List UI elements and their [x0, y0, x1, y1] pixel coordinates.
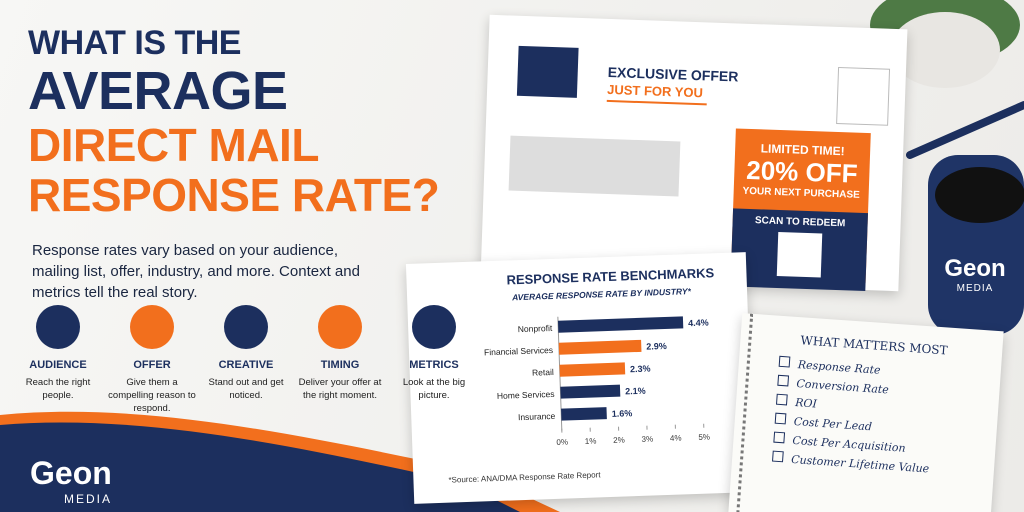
value-label: 1.6% [612, 408, 633, 419]
feature-icon [224, 305, 268, 349]
category-label: Retail [532, 367, 554, 378]
intro: Response rates vary based on your audien… [32, 242, 360, 301]
checklist-text: ROI [794, 396, 818, 411]
feature-title: TIMING [320, 359, 360, 371]
checklist-text: Cost Per Lead [793, 414, 873, 434]
qr-code [776, 231, 822, 278]
checkbox [774, 412, 787, 425]
feature-icon [318, 305, 362, 349]
spiral [736, 313, 766, 512]
checklist-text: Response Rate [797, 358, 881, 377]
mug-sub: MEDIA [956, 283, 994, 294]
logo: Geon MEDIA [30, 455, 112, 506]
feature: AUDIENCE Reach the right people. [12, 305, 104, 402]
x-tick-label: 2% [613, 435, 625, 444]
qr-section: SCAN TO REDEEM [730, 208, 869, 292]
title-line: AVERAGE [28, 61, 288, 121]
postcard-subheading: JUST FOR YOU [606, 81, 708, 106]
value-label: 2.9% [646, 341, 667, 352]
logo-sub: MEDIA [64, 492, 113, 506]
promo-box: LIMITED TIME! 20% OFF YOUR NEXT PURCHASE… [730, 128, 871, 292]
stamp [836, 66, 891, 126]
title-line: DIRECT MAIL [28, 119, 319, 171]
checkbox [777, 374, 790, 387]
feature-text: Deliver your offer at the right moment. [298, 377, 382, 401]
chart-title: RESPONSE RATE BENCHMARKS [506, 265, 715, 287]
mug-logo: Geon MEDIA [935, 255, 1015, 294]
chart-paper: RESPONSE RATE BENCHMARKS AVERAGE RESPONS… [405, 252, 755, 504]
logo-name: Geon [30, 455, 112, 491]
feature-title: CREATIVE [218, 359, 274, 371]
postcard-heading: EXCLUSIVE OFFER [607, 63, 739, 85]
category-label: Nonprofit [518, 323, 553, 334]
title: WHAT IS THE AVERAGE DIRECT MAIL RESPONSE RA… [28, 24, 440, 222]
x-tick-label: 4% [670, 433, 682, 442]
feature-text: Reach the right people. [25, 377, 91, 401]
chart-source: *Source: ANA/DMA Response Rate Report [448, 470, 601, 484]
value-label: 2.1% [625, 386, 646, 397]
category-label: Home Services [497, 389, 555, 401]
value-label: 2.3% [630, 364, 651, 375]
promo: 20% OFF [745, 154, 859, 189]
checkbox [778, 355, 791, 368]
feature-title: METRICS [409, 359, 459, 371]
feature: OFFER Give them a compelling reason to re… [106, 305, 198, 415]
bar [557, 316, 684, 333]
x-tick-label: 5% [698, 433, 710, 442]
bar [559, 362, 626, 377]
title-line: RESPONSE RATE? [28, 169, 440, 221]
feature-text: Stand out and get noticed. [208, 377, 284, 401]
checklist: Response Rate Conversion Rate ROI Cost Per … [771, 355, 936, 481]
checkbox [773, 431, 786, 444]
value-label: 4.4% [688, 317, 709, 328]
chart-subtitle: AVERAGE RESPONSE RATE BY INDUSTRY* [511, 286, 692, 302]
chart: RESPONSE RATE BENCHMARKS AVERAGE RESPONS… [448, 265, 715, 484]
mug-brand: Geon [944, 255, 1006, 282]
notebook: WHAT MATTERS MOST Response Rate Conversio… [728, 313, 1004, 512]
x-tick-label: 1% [585, 436, 597, 445]
category-label: Insurance [518, 411, 556, 422]
feature: TIMING Deliver your offer at the right mo… [294, 305, 386, 402]
title-line: WHAT IS THE [28, 24, 241, 62]
feature-icon [412, 305, 456, 349]
cta: SCAN TO REDEEM [754, 215, 846, 230]
feature: METRICS Look at the big picture. [388, 305, 480, 402]
checkbox [772, 450, 784, 463]
feature: CREATIVE Stand out and get noticed. [200, 305, 292, 402]
feature-icon [130, 305, 174, 349]
checklist-title: WHAT MATTERS MOST [800, 333, 949, 358]
x-tick-label: 0% [556, 437, 568, 446]
x-tick-label: 3% [641, 434, 653, 443]
feature-icon [36, 305, 80, 349]
feature-title: OFFER [133, 359, 171, 371]
checkbox [775, 393, 788, 406]
feature-title: AUDIENCE [29, 359, 87, 371]
feature-text: Give them a compelling reason to respond… [108, 377, 196, 414]
envelope-icon [516, 45, 579, 98]
postcard: EXCLUSIVE OFFER JUST FOR YOU LIMITED TIM… [480, 14, 908, 292]
bar [558, 339, 642, 355]
category-label: Financial Services [484, 345, 553, 357]
address-block [508, 135, 681, 197]
feature-text: Look at the big picture. [402, 377, 466, 401]
bar [561, 407, 607, 421]
bar [560, 384, 621, 399]
